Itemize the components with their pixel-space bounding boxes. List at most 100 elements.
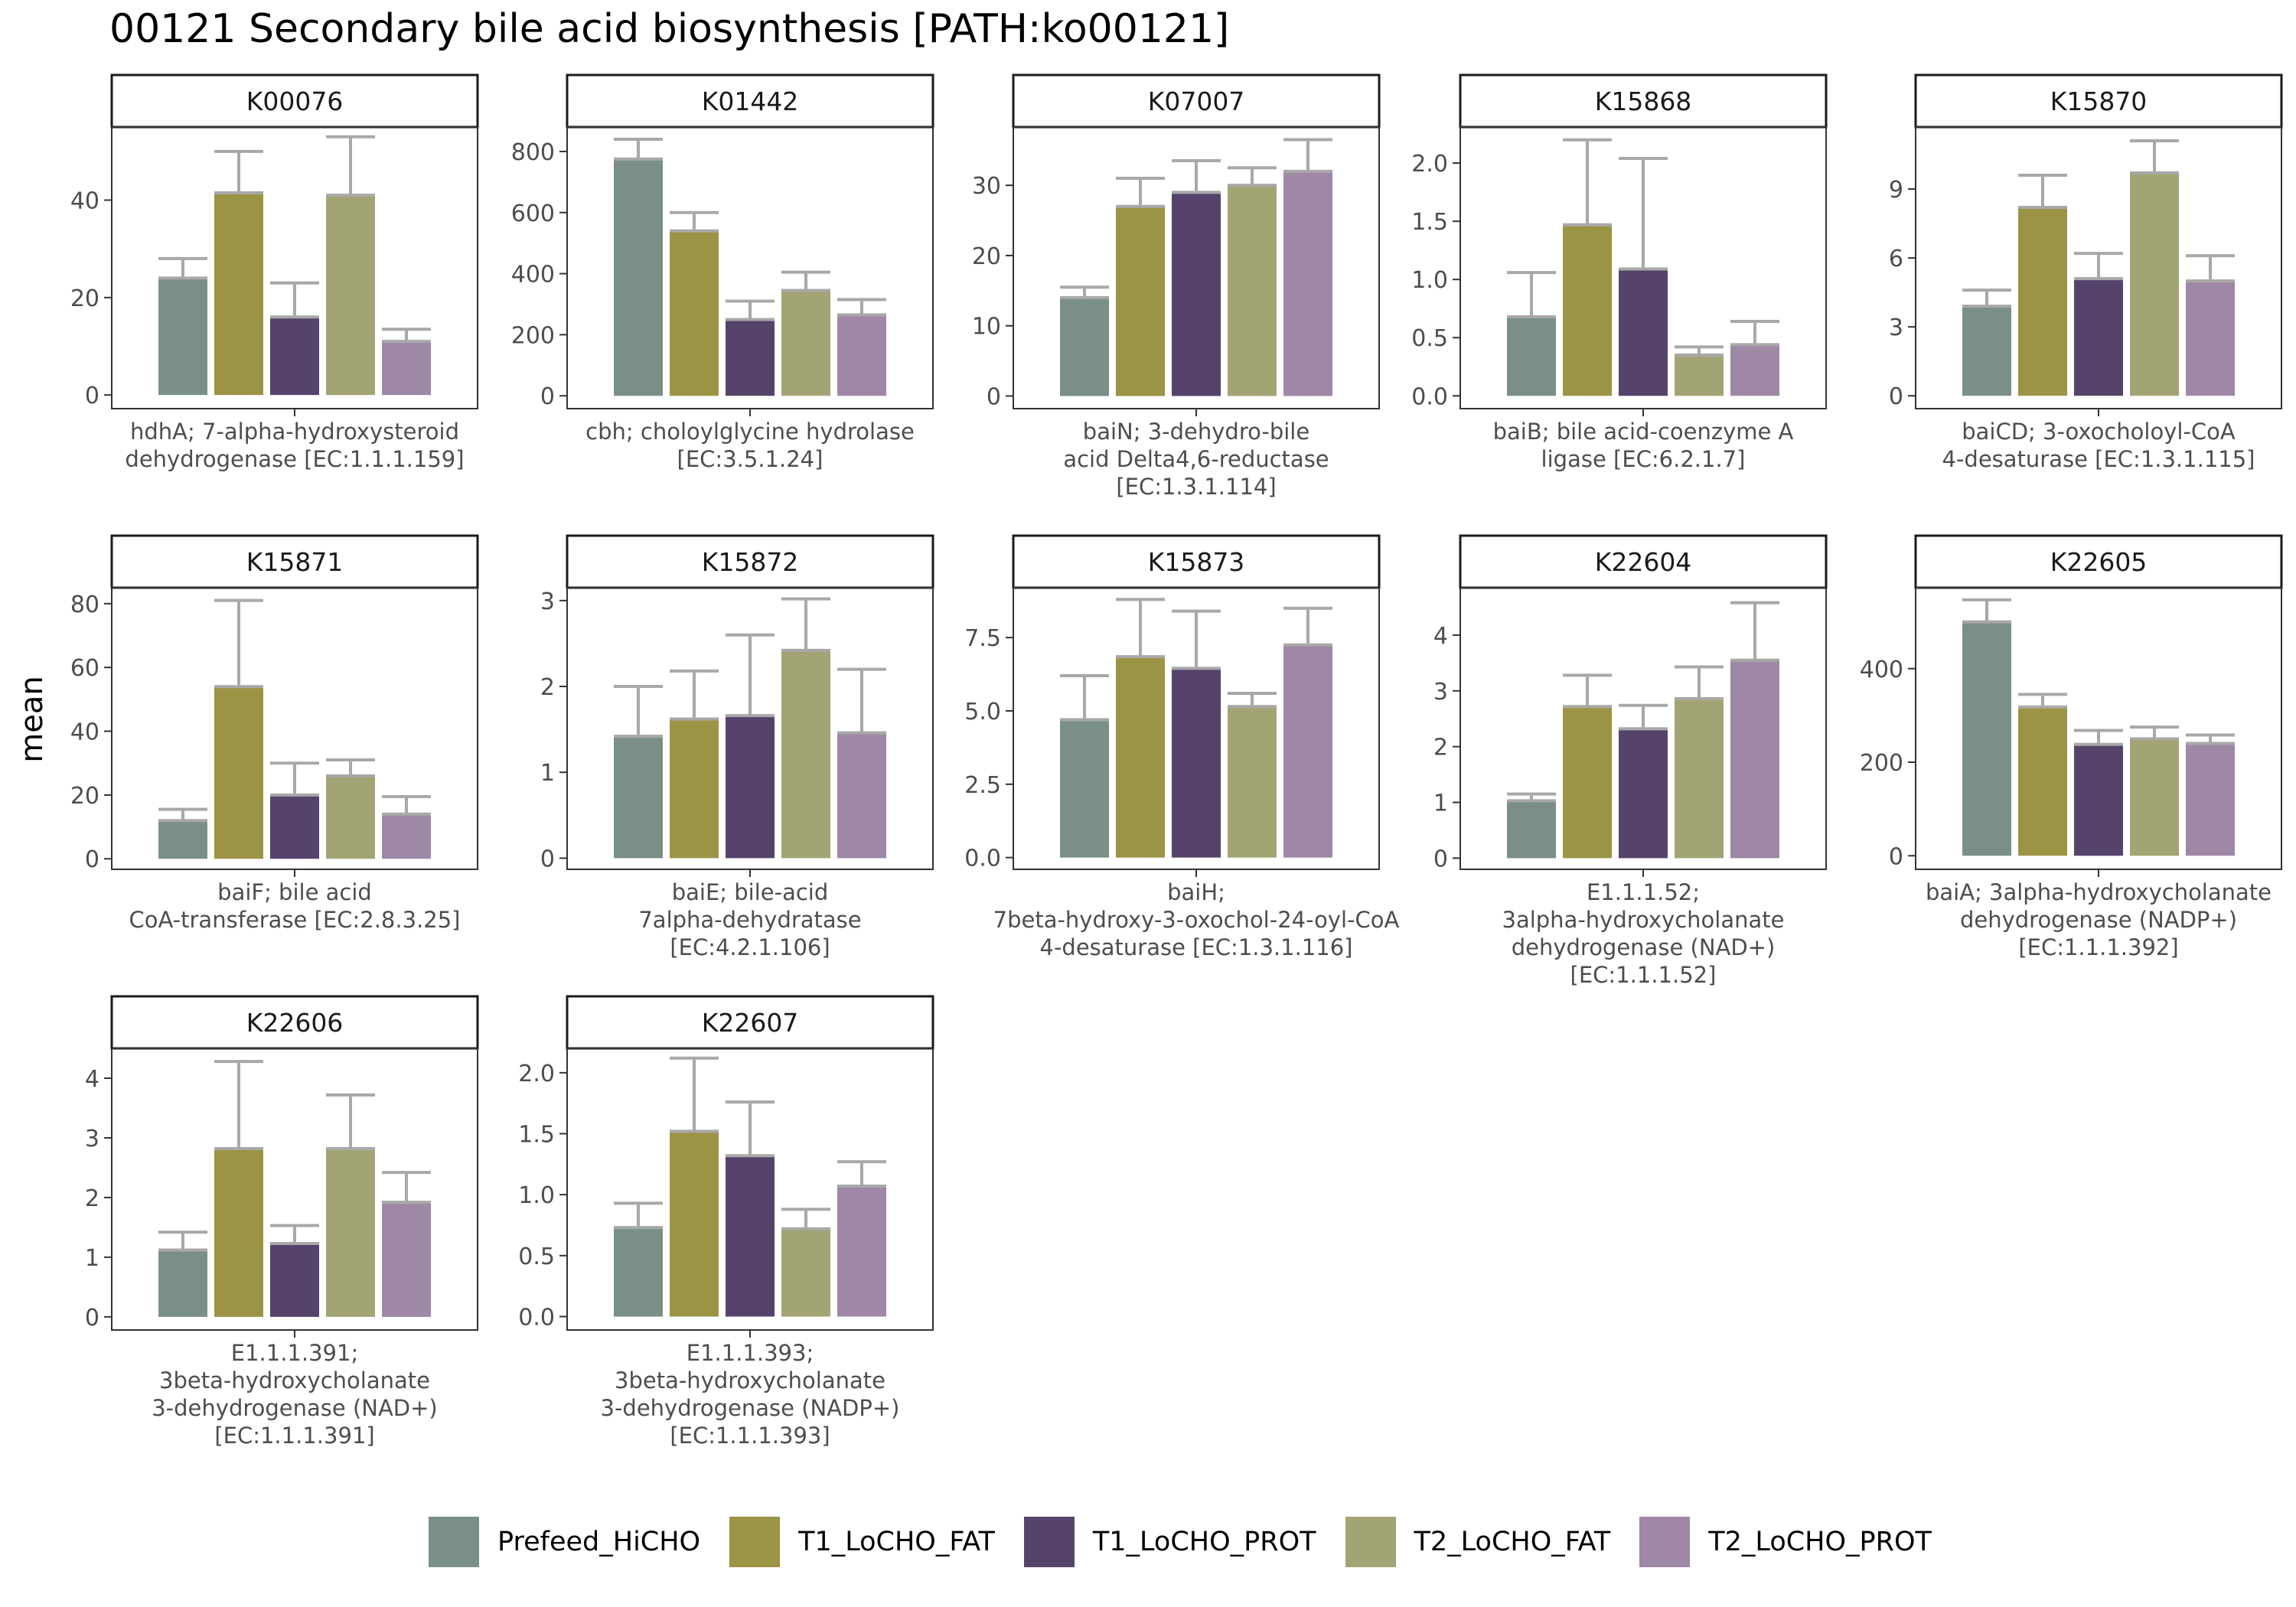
x-tick-label: 3-dehydrogenase (NADP+) xyxy=(601,1395,900,1421)
bar xyxy=(1283,644,1332,858)
legend-swatch xyxy=(729,1517,781,1567)
x-tick-label: [EC:1.1.1.391] xyxy=(214,1423,374,1449)
x-tick-label: dehydrogenase (NADP+) xyxy=(1960,907,2237,933)
bar xyxy=(614,736,663,859)
bar xyxy=(1507,316,1556,396)
bar xyxy=(1060,719,1109,858)
bar xyxy=(158,1250,207,1317)
bar xyxy=(1730,660,1779,859)
chart-title: 00121 Secondary bile acid biosynthesis [… xyxy=(109,6,1230,52)
legend-swatch xyxy=(1023,1517,1075,1567)
y-tick-label: 2.0 xyxy=(518,1061,555,1087)
x-tick-label: [EC:1.1.1.392] xyxy=(2018,934,2178,960)
y-tick-label: 3 xyxy=(1433,679,1448,706)
y-tick-label: 1 xyxy=(85,1245,99,1272)
y-tick-label: 9 xyxy=(1889,177,1903,204)
bar xyxy=(2130,738,2179,856)
y-tick-label: 40 xyxy=(70,188,99,215)
y-tick-label: 4 xyxy=(1433,623,1448,650)
y-tick-label: 0 xyxy=(85,846,99,873)
legend-swatch xyxy=(1345,1517,1396,1567)
facet-strip-label: K15870 xyxy=(2050,86,2148,116)
x-tick-label: acid Delta4,6-reductase xyxy=(1063,446,1329,472)
facet-strip-label: K15872 xyxy=(702,547,799,577)
y-tick-label: 4 xyxy=(85,1066,99,1093)
bar xyxy=(382,341,431,396)
bar xyxy=(670,1131,719,1317)
x-tick-label: E1.1.1.391; xyxy=(231,1340,358,1366)
x-tick-label: baiCD; 3-oxocholoyl-CoA xyxy=(1962,419,2236,445)
facet-strip xyxy=(566,995,934,1050)
y-tick-label: 1 xyxy=(1433,790,1448,817)
bar xyxy=(670,719,719,859)
bar xyxy=(837,732,886,859)
bar xyxy=(1172,192,1221,396)
facet-strip xyxy=(110,534,479,589)
bar xyxy=(726,319,775,396)
y-tick-label: 6 xyxy=(1889,246,1903,272)
y-tick-label: 200 xyxy=(511,322,555,349)
y-tick-label: 2.0 xyxy=(1411,151,1448,178)
y-tick-label: 200 xyxy=(1860,750,1903,777)
bar xyxy=(1116,206,1165,396)
facet-strip-label: K07007 xyxy=(1148,86,1245,116)
legend-item: Prefeed_HiCHO xyxy=(429,1517,700,1567)
bar xyxy=(1563,706,1612,859)
y-tick-label: 0 xyxy=(1889,843,1903,870)
facet-strip xyxy=(1459,534,1828,589)
y-tick-label: 3 xyxy=(540,588,555,615)
y-tick-label: 0 xyxy=(1889,383,1903,410)
legend-item: T2_LoCHO_PROT xyxy=(1639,1517,1932,1567)
legend-label: T2_LoCHO_FAT xyxy=(1414,1527,1611,1557)
y-tick-label: 0.0 xyxy=(1411,383,1448,410)
x-tick-label: E1.1.1.393; xyxy=(687,1340,814,1366)
y-tick-label: 20 xyxy=(972,243,1001,270)
facet-strip-label: K00076 xyxy=(246,86,344,116)
bar xyxy=(270,1243,319,1317)
x-tick-label: baiN; 3-dehydro-bile xyxy=(1083,419,1309,445)
y-tick-label: 0.5 xyxy=(518,1244,555,1270)
bar xyxy=(270,794,319,859)
bar xyxy=(2018,706,2067,856)
facet-strip-label: K15873 xyxy=(1148,547,1245,577)
facet-strip xyxy=(110,73,479,129)
legend-label: T1_LoCHO_PROT xyxy=(1092,1527,1316,1557)
y-tick-label: 0 xyxy=(540,846,555,872)
bar xyxy=(1228,706,1277,858)
y-tick-label: 20 xyxy=(70,285,99,312)
x-tick-label: E1.1.1.52; xyxy=(1587,879,1700,905)
bar xyxy=(158,820,207,859)
bar xyxy=(2186,281,2235,396)
facet-strip xyxy=(110,995,479,1050)
y-tick-label: 3 xyxy=(1889,315,1903,341)
bar xyxy=(1619,269,1668,396)
x-tick-label: 7beta-hydroxy-3-oxochol-24-oyl-CoA xyxy=(993,907,1400,933)
facet-strip-label: K22605 xyxy=(2050,547,2148,577)
facet-strip xyxy=(1012,73,1381,129)
y-tick-label: 40 xyxy=(70,719,99,746)
facet-strip-label: K01442 xyxy=(702,86,799,116)
x-tick-label: cbh; choloylglycine hydrolase xyxy=(585,419,915,445)
bar xyxy=(781,650,830,859)
bar xyxy=(614,1227,663,1317)
bar xyxy=(614,158,663,396)
x-tick-label: baiF; bile acid xyxy=(217,879,372,905)
x-tick-label: baiA; 3alpha-hydroxycholanate xyxy=(1926,879,2272,905)
facet-strip xyxy=(1914,534,2283,589)
y-tick-label: 400 xyxy=(511,262,555,288)
bar xyxy=(1060,298,1109,396)
bar xyxy=(1507,800,1556,859)
bar xyxy=(2074,279,2123,396)
legend-label: Prefeed_HiCHO xyxy=(497,1527,701,1557)
bar xyxy=(1962,621,2011,856)
bar xyxy=(2074,744,2123,856)
x-tick-label: dehydrogenase (NAD+) xyxy=(1512,934,1776,960)
bar xyxy=(382,813,431,859)
y-tick-label: 80 xyxy=(70,592,99,618)
y-tick-label: 1 xyxy=(540,760,555,787)
y-tick-label: 10 xyxy=(972,314,1001,341)
bar xyxy=(326,1148,375,1317)
y-tick-label: 0 xyxy=(540,383,555,410)
x-tick-label: [EC:1.1.1.52] xyxy=(1570,962,1717,988)
